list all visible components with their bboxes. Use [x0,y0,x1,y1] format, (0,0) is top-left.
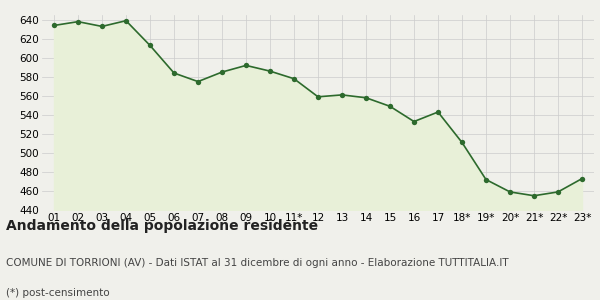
Text: Andamento della popolazione residente: Andamento della popolazione residente [6,219,318,233]
Point [145,43,155,48]
Point [409,119,419,124]
Point [313,94,323,99]
Point [217,70,227,74]
Point [241,63,251,68]
Point [169,70,179,75]
Point [553,190,563,194]
Point [505,190,515,194]
Point [97,24,107,29]
Point [265,69,275,74]
Point [289,76,299,81]
Point [337,92,347,97]
Point [361,95,371,100]
Point [577,176,587,181]
Point [385,104,395,109]
Point [433,110,443,114]
Point [121,18,131,23]
Point [481,177,491,182]
Point [193,79,203,84]
Point [457,140,467,145]
Point [49,23,59,28]
Text: (*) post-censimento: (*) post-censimento [6,288,110,298]
Point [529,193,539,198]
Point [73,19,83,24]
Text: COMUNE DI TORRIONI (AV) - Dati ISTAT al 31 dicembre di ogni anno - Elaborazione : COMUNE DI TORRIONI (AV) - Dati ISTAT al … [6,258,509,268]
